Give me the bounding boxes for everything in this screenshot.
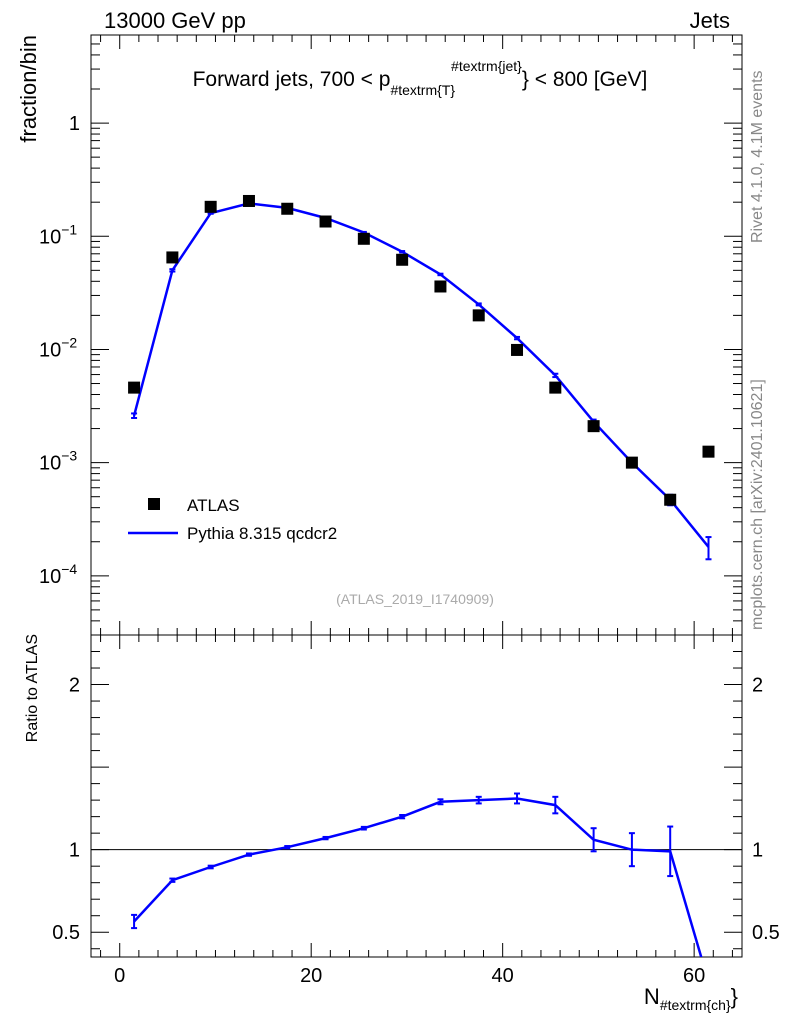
y-tick-label: 10−1 <box>39 221 77 248</box>
ratio-tick-label-right: 0.5 <box>752 922 780 944</box>
x-axis-label-sub: #textrm{ch} <box>660 997 731 1013</box>
atlas-point <box>587 420 600 433</box>
ratio-y-axis-label: Ratio to ATLAS <box>24 634 41 742</box>
atlas-point <box>242 194 255 207</box>
x-axis-label-main: N <box>644 984 660 1009</box>
header-left: 13000 GeV pp <box>104 8 246 33</box>
atlas-point <box>472 309 485 322</box>
ratio-tick-label-left: 2 <box>69 675 80 697</box>
ratio-plot-frame <box>90 634 743 958</box>
ratio-line <box>133 797 703 957</box>
atlas-point <box>319 215 332 228</box>
chart-title: Forward jets, 700 < p#textrm{T} #textrm{j… <box>193 58 648 98</box>
atlas-point <box>166 251 179 264</box>
atlas-point <box>128 381 141 394</box>
atlas-point <box>511 343 524 356</box>
ratio-tick-label-left: 0.5 <box>52 922 80 944</box>
atlas-point <box>281 202 294 215</box>
ratio-tick-label-right: 1 <box>752 840 763 862</box>
header-right: Jets <box>690 8 730 33</box>
y-tick-label: 10−2 <box>39 334 77 361</box>
title-pre: Forward jets, 700 < p <box>193 68 391 91</box>
y-axis-label: fraction/bin <box>16 35 41 143</box>
x-tick-label: 0 <box>114 965 125 987</box>
atlas-point <box>664 493 677 506</box>
y-tick-label: 10−3 <box>39 448 77 475</box>
x-axis-label: N#textrm{ch}} <box>644 984 738 1013</box>
y-tick-label: 1 <box>69 113 80 135</box>
x-tick-label: 20 <box>300 965 322 987</box>
rivet-version-label: Rivet 4.1.0, 4.1M events <box>749 70 766 243</box>
axes-group: 0 20 40 60 1 10−1 10−2 10−3 10−4 2 2 1 1 0.5 0.5 <box>39 34 780 987</box>
legend-pythia-label: Pythia 8.315 qcdcr2 <box>187 524 337 543</box>
legend-atlas-label: ATLAS <box>187 496 240 515</box>
ratio-tick-label-right: 2 <box>752 675 763 697</box>
y-tick-label: 10−4 <box>39 561 77 588</box>
x-axis-label-close: } <box>731 984 738 1009</box>
title-sup: #textrm{jet} <box>451 58 522 74</box>
atlas-point <box>396 253 409 266</box>
atlas-point <box>434 280 447 293</box>
x-tick-label: 40 <box>492 965 514 987</box>
analysis-watermark: (ATLAS_2019_I1740909) <box>336 591 494 607</box>
ratio-marks-group <box>131 792 703 957</box>
atlas-point <box>625 456 638 469</box>
title-sub: #textrm{T} <box>390 82 455 98</box>
marks-group <box>128 194 715 957</box>
atlas-point <box>357 232 370 245</box>
pythia-line <box>132 202 710 548</box>
atlas-point <box>702 445 715 458</box>
legend-atlas-marker <box>148 498 160 510</box>
atlas-point <box>204 200 217 213</box>
atlas-point <box>549 381 562 394</box>
ratio-tick-label-left: 1 <box>69 840 80 862</box>
mcplots-label: mcplots.cern.ch [arXiv:2401.10621] <box>749 379 766 630</box>
main-plot-frame <box>90 34 743 636</box>
x-tick-label: 60 <box>683 965 705 987</box>
title-post: } < 800 [GeV] <box>522 68 648 91</box>
